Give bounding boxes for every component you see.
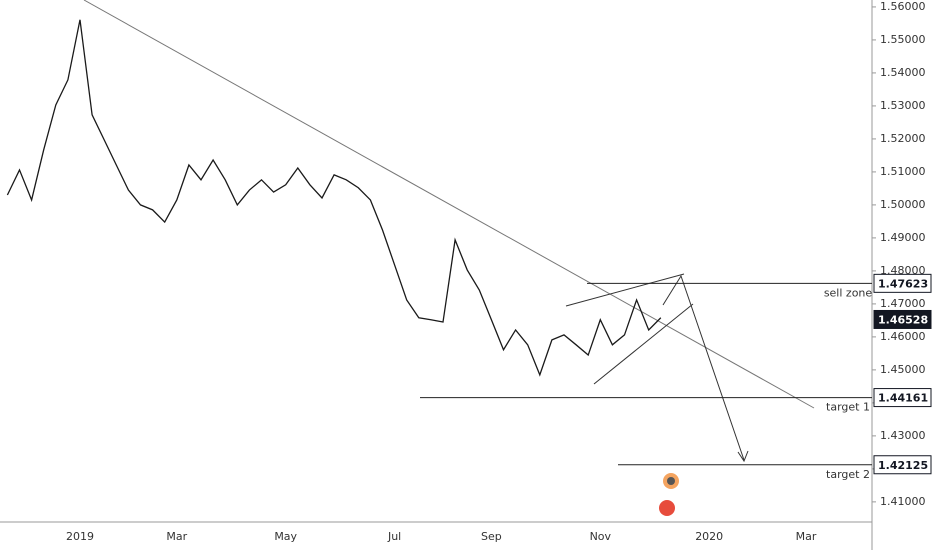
level-name: target 1 — [826, 401, 870, 414]
y-tick-label: 1.53000 — [880, 99, 926, 112]
x-tick-label: 2019 — [66, 530, 94, 543]
y-tick-label: 1.43000 — [880, 429, 926, 442]
y-tick-label: 1.41000 — [880, 495, 926, 508]
y-tick-label: 1.50000 — [880, 198, 926, 211]
y-tick-label: 1.55000 — [880, 33, 926, 46]
wedge-upper — [565, 273, 685, 307]
level-name: target 2 — [826, 468, 870, 481]
x-tick-label: Mar — [166, 530, 187, 543]
level-label-box — [873, 455, 932, 475]
y-tick-label: 1.46000 — [880, 330, 926, 343]
x-tick-label: Nov — [590, 530, 612, 543]
level-name: sell zone — [824, 286, 873, 299]
x-tick-label: Mar — [796, 530, 817, 543]
x-tick-label: May — [274, 530, 297, 543]
y-tick-label: 1.49000 — [880, 231, 926, 244]
level-label: 1.46528 — [878, 313, 928, 326]
logo-dot — [667, 477, 675, 485]
level-label-box — [873, 273, 932, 293]
x-tick-label: 2020 — [695, 530, 723, 543]
x-tick-label: Jul — [387, 530, 401, 543]
logo — [659, 473, 679, 516]
wedge-lower — [593, 303, 694, 385]
level-label-box — [873, 309, 932, 329]
x-tick-label: Sep — [481, 530, 502, 543]
level-label: 1.44161 — [878, 392, 928, 405]
trendline — [83, 0, 815, 409]
logo-flag — [659, 500, 675, 516]
drawings — [83, 0, 815, 463]
level-label: 1.42125 — [878, 459, 928, 472]
arrow-head — [737, 450, 749, 463]
y-tick-label: 1.47000 — [880, 297, 926, 310]
y-tick-label: 1.45000 — [880, 363, 926, 376]
y-tick-label: 1.51000 — [880, 165, 926, 178]
level-label-box — [873, 388, 932, 408]
projection-arrow — [662, 274, 745, 461]
y-tick-label: 1.48000 — [880, 264, 926, 277]
price-line — [6, 19, 662, 377]
y-tick-label: 1.52000 — [880, 132, 926, 145]
level-label: 1.47623 — [878, 277, 928, 290]
y-tick-label: 1.54000 — [880, 66, 926, 79]
y-tick-label: 1.56000 — [880, 0, 926, 13]
